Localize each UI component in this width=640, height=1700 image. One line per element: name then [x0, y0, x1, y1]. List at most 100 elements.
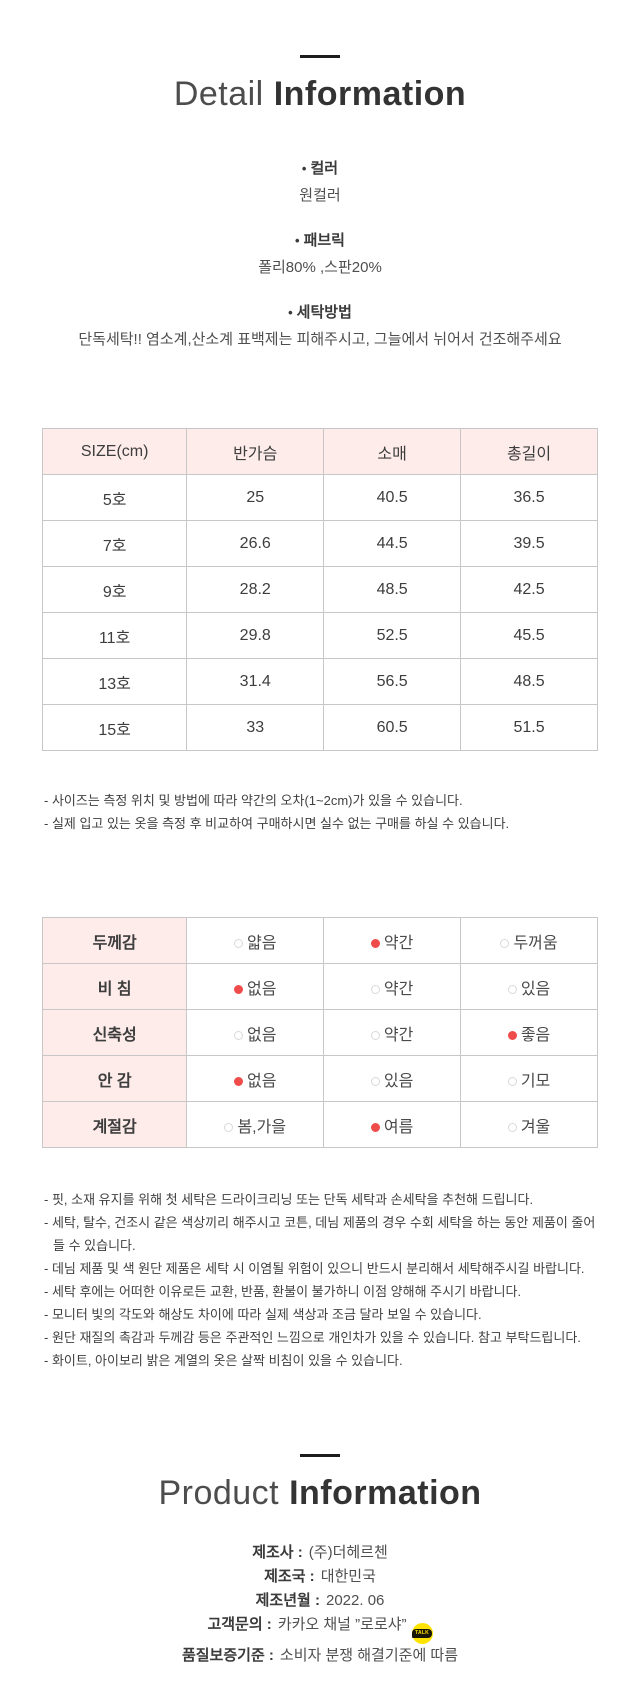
section-washing: • 세탁방법 단독세탁!! 염소계,산소계 표백제는 피해주시고, 그늘에서 뉘어… — [0, 302, 640, 350]
section-color: • 컬러 원컬러 — [0, 158, 640, 206]
attribute-option: 여름 — [323, 1101, 462, 1148]
radio-dot-icon — [234, 1031, 244, 1040]
info-value: 대한민국 — [320, 1568, 376, 1585]
size-cell: 48.5 — [460, 658, 598, 705]
attribute-option: 두꺼움 — [460, 917, 598, 964]
radio-dot-icon — [507, 1077, 517, 1086]
size-cell: 60.5 — [323, 704, 462, 751]
option-label: 기모 — [520, 1072, 551, 1090]
option-label: 약간 — [383, 1026, 414, 1044]
title-bold-part: Information — [289, 1474, 482, 1512]
attribute-option: 있음 — [460, 963, 598, 1010]
bullet-icon: • — [288, 305, 293, 320]
size-cell: 36.5 — [460, 474, 598, 521]
attribute-option: 없음 — [186, 1055, 325, 1102]
option-label: 없음 — [247, 980, 277, 998]
attribute-option: 있음 — [323, 1055, 462, 1102]
product-info-row: 제조년월 : 2022. 06 — [0, 1589, 640, 1613]
section-body: 단독세탁!! 염소계,산소계 표백제는 피해주시고, 그늘에서 뉘어서 건조해주… — [78, 331, 562, 348]
size-cell: 13호 — [41, 658, 188, 705]
section-heading: • 세탁방법 — [0, 302, 640, 323]
radio-dot-icon — [507, 1031, 517, 1040]
product-info-row: 고객문의 : 카카오 채널 ”로로샤” TALK — [0, 1613, 640, 1644]
option-label: 없음 — [247, 1026, 277, 1044]
size-cell: 15호 — [41, 704, 188, 751]
attribute-option: 기모 — [460, 1055, 598, 1102]
attribute-label: 신축성 — [41, 1009, 188, 1056]
table-row: 15호 33 60.5 51.5 — [41, 704, 598, 751]
info-label: 제조년월 : — [255, 1592, 320, 1609]
table-row: 9호 28.2 48.5 42.5 — [41, 566, 598, 613]
size-cell: 56.5 — [323, 658, 462, 705]
size-cell: 33 — [186, 704, 325, 751]
option-label: 겨울 — [520, 1118, 551, 1136]
attribute-label: 두께감 — [41, 917, 188, 964]
product-info-row: 제조사 : (주)더헤르첸 — [0, 1541, 640, 1565]
bullet-icon: • — [301, 161, 307, 176]
option-label: 여름 — [383, 1118, 414, 1136]
radio-dot-icon — [370, 1077, 380, 1086]
note-line: - 사이즈는 측정 위치 및 방법에 따라 약간의 오차(1~2cm)가 있을 … — [44, 793, 463, 808]
note-line: - 화이트, 아이보리 밝은 계열의 옷은 살짝 비침이 있을 수 있습니다. — [44, 1353, 403, 1368]
table-row: 두께감 얇음 약간 두꺼움 — [41, 917, 598, 964]
size-cell: 28.2 — [186, 566, 325, 613]
section-heading: • 컬러 — [0, 158, 640, 179]
divider-line — [300, 55, 340, 58]
option-label: 약간 — [383, 980, 414, 998]
info-label: 제조국 : — [264, 1568, 315, 1585]
radio-dot-icon — [507, 985, 517, 994]
size-col-header: SIZE(cm) — [41, 428, 188, 475]
size-cell: 7호 — [41, 520, 188, 567]
table-row: 비 침 없음 약간 있음 — [41, 963, 598, 1010]
option-label: 얇음 — [247, 934, 277, 952]
note-line: - 원단 재질의 촉감과 두께감 등은 주관적인 느낌으로 개인차가 있을 수 … — [44, 1330, 581, 1345]
table-row: 11호 29.8 52.5 45.5 — [41, 612, 598, 659]
size-cell: 25 — [186, 474, 325, 521]
note-line: - 데님 제품 및 색 원단 제품은 세탁 시 이염될 위험이 있으니 반드시 … — [44, 1261, 585, 1276]
radio-dot-icon — [507, 1123, 517, 1132]
option-label: 있음 — [383, 1072, 414, 1090]
attribute-option: 약간 — [323, 1009, 462, 1056]
attribute-option: 봄,가을 — [186, 1101, 325, 1148]
table-row: 계절감 봄,가을 여름 겨울 — [41, 1101, 598, 1148]
size-notes: - 사이즈는 측정 위치 및 방법에 따라 약간의 오차(1~2cm)가 있을 … — [44, 789, 596, 835]
table-row: 5호 25 40.5 36.5 — [41, 474, 598, 521]
size-cell: 42.5 — [460, 566, 598, 613]
size-cell: 9호 — [41, 566, 188, 613]
table-row: 안 감 없음 있음 기모 — [41, 1055, 598, 1102]
option-label: 좋음 — [520, 1026, 551, 1044]
size-table-header-row: SIZE(cm) 반가슴 소매 총길이 — [41, 428, 598, 475]
radio-dot-icon — [370, 1031, 380, 1040]
radio-dot-icon — [500, 939, 510, 948]
bullet-icon: • — [295, 233, 300, 248]
size-col-header: 소매 — [323, 428, 462, 475]
size-cell: 45.5 — [460, 612, 598, 659]
info-label: 제조사 : — [252, 1544, 303, 1561]
care-notes: - 핏, 소재 유지를 위해 첫 세탁은 드라이크리닝 또는 단독 세탁과 손세… — [44, 1188, 596, 1372]
size-cell: 11호 — [41, 612, 188, 659]
section-heading-label: 패브릭 — [303, 232, 345, 249]
size-cell: 26.6 — [186, 520, 325, 567]
table-row: 7호 26.6 44.5 39.5 — [41, 520, 598, 567]
size-cell: 31.4 — [186, 658, 325, 705]
info-value: 카카오 채널 ”로로샤” — [277, 1616, 407, 1633]
detail-sections: • 컬러 원컬러 • 패브릭 폴리80% ,스판20% • 세탁방법 단독세탁!! 염… — [0, 158, 640, 350]
section-heading-label: 세탁방법 — [296, 304, 352, 321]
size-cell: 44.5 — [323, 520, 462, 567]
radio-dot-icon — [370, 939, 380, 948]
radio-dot-icon — [234, 1077, 244, 1086]
title-light-part: Detail — [173, 75, 264, 113]
table-row: 신축성 없음 약간 좋음 — [41, 1009, 598, 1056]
attribute-option: 없음 — [186, 963, 325, 1010]
size-cell: 48.5 — [323, 566, 462, 613]
info-label: 품질보증기준 : — [181, 1647, 274, 1664]
radio-dot-icon — [370, 1123, 380, 1132]
attribute-label: 비 침 — [41, 963, 188, 1010]
option-label: 약간 — [383, 934, 414, 952]
detail-information-header: Detail Information — [0, 0, 640, 114]
size-col-header: 반가슴 — [186, 428, 325, 475]
size-col-header: 총길이 — [460, 428, 598, 475]
option-label: 있음 — [520, 980, 551, 998]
size-cell: 51.5 — [460, 704, 598, 751]
divider-line — [300, 1454, 340, 1457]
